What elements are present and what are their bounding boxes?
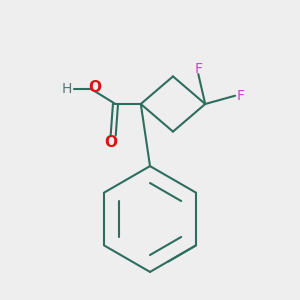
Text: F: F <box>237 89 244 103</box>
Text: F: F <box>194 61 202 76</box>
Text: O: O <box>104 135 117 150</box>
Text: O: O <box>88 80 101 95</box>
Text: H: H <box>62 82 72 96</box>
